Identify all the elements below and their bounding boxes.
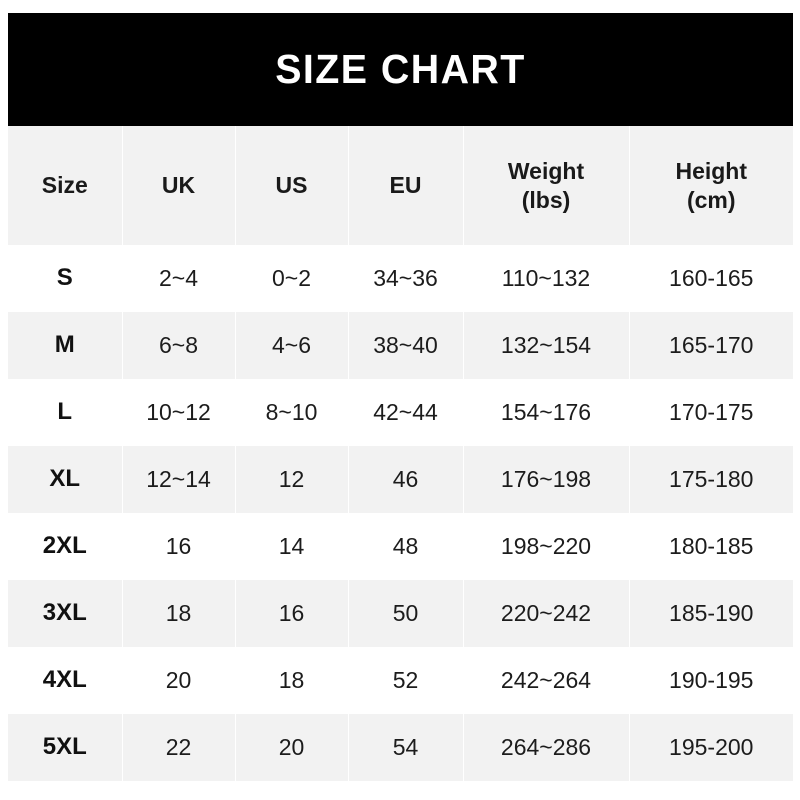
size-chart-table: Size UK US EU Weight (lbs) Height (cm)	[8, 126, 793, 781]
cell-weight: 242~264	[463, 647, 629, 714]
cell-height: 190-195	[629, 647, 793, 714]
size-chart-container: SIZE CHART Size UK US EU W	[8, 13, 793, 788]
cell-size: 5XL	[8, 714, 123, 781]
column-header-weight-label: Weight	[507, 158, 585, 185]
cell-uk: 2~4	[122, 245, 235, 312]
table-row: L 10~12 8~10 42~44 154~176 170-175	[8, 379, 793, 446]
column-header-weight-unit: (lbs)	[521, 186, 571, 213]
cell-eu: 46	[348, 446, 464, 513]
column-header-us: US	[235, 126, 349, 245]
cell-us: 14	[235, 513, 348, 580]
cell-uk: 6~8	[122, 312, 236, 379]
column-header-uk-label: UK	[161, 172, 196, 199]
cell-uk: 12~14	[122, 446, 236, 513]
cell-uk: 18	[122, 580, 236, 647]
cell-us: 0~2	[235, 245, 348, 312]
table-row: XL 12~14 12 46 176~198 175-180	[8, 446, 793, 513]
title-banner: SIZE CHART	[8, 13, 793, 126]
column-header-us-label: US	[275, 172, 308, 199]
cell-height: 170-175	[629, 379, 793, 446]
table-row: 4XL 20 18 52 242~264 190-195	[8, 647, 793, 714]
table-header: Size UK US EU Weight (lbs) Height (cm)	[8, 126, 793, 245]
page-title: SIZE CHART	[275, 46, 526, 92]
cell-size: M	[8, 312, 123, 379]
cell-size: S	[8, 245, 122, 312]
cell-uk: 16	[122, 513, 235, 580]
cell-eu: 38~40	[348, 312, 464, 379]
column-header-height-unit: (cm)	[686, 186, 736, 213]
table-row: 2XL 16 14 48 198~220 180-185	[8, 513, 793, 580]
cell-eu: 48	[348, 513, 463, 580]
cell-weight: 264~286	[463, 714, 630, 781]
table-row: S 2~4 0~2 34~36 110~132 160-165	[8, 245, 793, 312]
column-header-eu-label: EU	[389, 172, 422, 199]
cell-eu: 52	[348, 647, 463, 714]
table-body: S 2~4 0~2 34~36 110~132 160-165 M 6~8 4~…	[8, 245, 793, 781]
cell-eu: 54	[348, 714, 464, 781]
cell-uk: 10~12	[122, 379, 235, 446]
cell-eu: 34~36	[348, 245, 463, 312]
table-row: 3XL 18 16 50 220~242 185-190	[8, 580, 793, 647]
table-row: M 6~8 4~6 38~40 132~154 165-170	[8, 312, 793, 379]
column-header-weight: Weight (lbs)	[463, 126, 630, 245]
cell-us: 4~6	[235, 312, 349, 379]
cell-height: 165-170	[629, 312, 793, 379]
table-header-row: Size UK US EU Weight (lbs) Height (cm)	[8, 126, 793, 245]
cell-weight: 110~132	[463, 245, 629, 312]
column-header-size: Size	[8, 126, 123, 245]
cell-height: 175-180	[629, 446, 793, 513]
column-header-height: Height (cm)	[629, 126, 793, 245]
cell-size: 4XL	[8, 647, 122, 714]
cell-size: L	[8, 379, 122, 446]
column-header-eu: EU	[348, 126, 464, 245]
table-row: 5XL 22 20 54 264~286 195-200	[8, 714, 793, 781]
cell-height: 180-185	[629, 513, 793, 580]
cell-us: 20	[235, 714, 349, 781]
cell-size: XL	[8, 446, 123, 513]
cell-eu: 50	[348, 580, 464, 647]
cell-height: 185-190	[629, 580, 793, 647]
column-header-size-label: Size	[41, 172, 88, 199]
column-header-uk: UK	[122, 126, 236, 245]
cell-weight: 132~154	[463, 312, 630, 379]
cell-height: 160-165	[629, 245, 793, 312]
cell-size: 3XL	[8, 580, 123, 647]
cell-height: 195-200	[629, 714, 793, 781]
cell-uk: 22	[122, 714, 236, 781]
cell-weight: 220~242	[463, 580, 630, 647]
cell-size: 2XL	[8, 513, 122, 580]
cell-weight: 154~176	[463, 379, 629, 446]
cell-us: 18	[235, 647, 348, 714]
cell-weight: 198~220	[463, 513, 629, 580]
cell-eu: 42~44	[348, 379, 463, 446]
cell-uk: 20	[122, 647, 235, 714]
cell-us: 16	[235, 580, 349, 647]
cell-us: 12	[235, 446, 349, 513]
column-header-height-label: Height	[675, 158, 748, 185]
cell-weight: 176~198	[463, 446, 630, 513]
cell-us: 8~10	[235, 379, 348, 446]
